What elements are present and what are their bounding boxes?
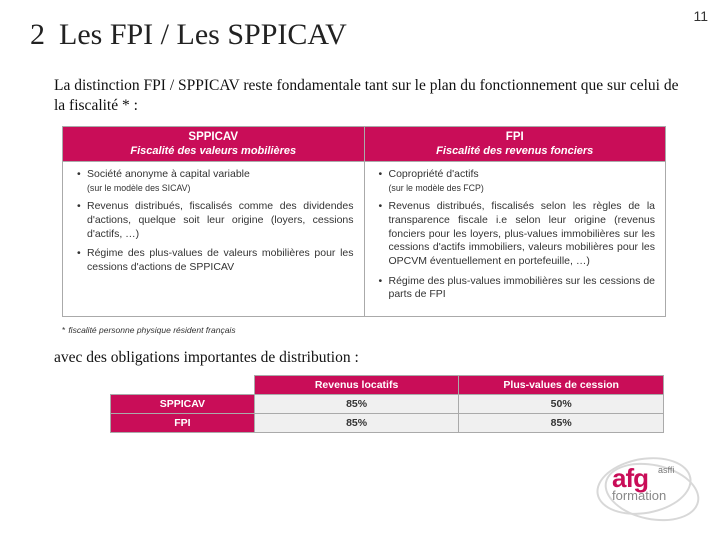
intro-paragraph: La distinction FPI / SPPICAV reste fonda… bbox=[0, 52, 720, 126]
comparison-table-wrap: SPPICAV Fiscalité des valeurs mobilières… bbox=[0, 126, 720, 323]
slide-title: 2 Les FPI / Les SPPICAV bbox=[0, 0, 720, 52]
dist-row-label: SPPICAV bbox=[111, 394, 255, 413]
dist-cell: 85% bbox=[254, 413, 459, 432]
col-subtitle: Fiscalité des revenus fonciers bbox=[371, 145, 660, 159]
mid-paragraph: avec des obligations importantes de dist… bbox=[0, 335, 720, 375]
asterisk-icon: * bbox=[62, 325, 65, 335]
title-number: 2 bbox=[30, 18, 45, 52]
bullet-sub: (sur le modèle des FCP) bbox=[389, 183, 656, 194]
bullet: Société anonyme à capital variable (sur … bbox=[77, 168, 354, 194]
bullet-text: Société anonyme à capital variable bbox=[87, 168, 250, 180]
col-title: SPPICAV bbox=[188, 131, 238, 143]
title-text: Les FPI / Les SPPICAV bbox=[59, 18, 347, 52]
bullet: Régime des plus-values de valeurs mobili… bbox=[77, 247, 354, 274]
cell-fpi: Copropriété d'actifs (sur le modèle des … bbox=[364, 162, 666, 317]
dist-col-header: Revenus locatifs bbox=[254, 375, 459, 394]
logo-text: asffi afg formation bbox=[612, 467, 666, 503]
page-number: 11 bbox=[693, 8, 708, 24]
col-subtitle: Fiscalité des valeurs mobilières bbox=[69, 145, 358, 159]
col-title: FPI bbox=[506, 131, 524, 143]
bullet-text: Copropriété d'actifs bbox=[389, 168, 479, 180]
bullet: Régime des plus-values immobilières sur … bbox=[379, 275, 656, 302]
bullet-sub: (sur le modèle des SICAV) bbox=[87, 183, 354, 194]
col-header-fpi: FPI Fiscalité des revenus fonciers bbox=[364, 127, 666, 162]
dist-row-label: FPI bbox=[111, 413, 255, 432]
dist-cell: 85% bbox=[459, 413, 664, 432]
dist-cell: 85% bbox=[254, 394, 459, 413]
footnote: *fiscalité personne physique résident fr… bbox=[0, 323, 720, 335]
afg-logo: asffi afg formation bbox=[594, 454, 704, 526]
dist-cell: 50% bbox=[459, 394, 664, 413]
col-header-sppicav: SPPICAV Fiscalité des valeurs mobilières bbox=[63, 127, 365, 162]
bullet: Revenus distribués, fiscalisés selon les… bbox=[379, 200, 656, 268]
bullet: Revenus distribués, fiscalisés comme des… bbox=[77, 200, 354, 241]
logo-sup: asffi bbox=[658, 465, 674, 475]
bullet-text: Revenus distribués, fiscalisés selon les… bbox=[389, 200, 656, 267]
dist-col-header: Plus-values de cession bbox=[459, 375, 664, 394]
footnote-text: fiscalité personne physique résident fra… bbox=[68, 325, 235, 335]
bullet: Copropriété d'actifs (sur le modèle des … bbox=[379, 168, 656, 194]
bullet-text: Revenus distribués, fiscalisés comme des… bbox=[87, 200, 354, 239]
distribution-table-wrap: Revenus locatifs Plus-values de cession … bbox=[0, 375, 720, 433]
comparison-table: SPPICAV Fiscalité des valeurs mobilières… bbox=[62, 126, 666, 317]
bullet-text: Régime des plus-values de valeurs mobili… bbox=[87, 247, 354, 273]
cell-sppicav: Société anonyme à capital variable (sur … bbox=[63, 162, 365, 317]
logo-sub: formation bbox=[612, 488, 666, 503]
empty-corner bbox=[111, 375, 255, 394]
bullet-text: Régime des plus-values immobilières sur … bbox=[389, 275, 656, 301]
distribution-table: Revenus locatifs Plus-values de cession … bbox=[110, 375, 664, 433]
